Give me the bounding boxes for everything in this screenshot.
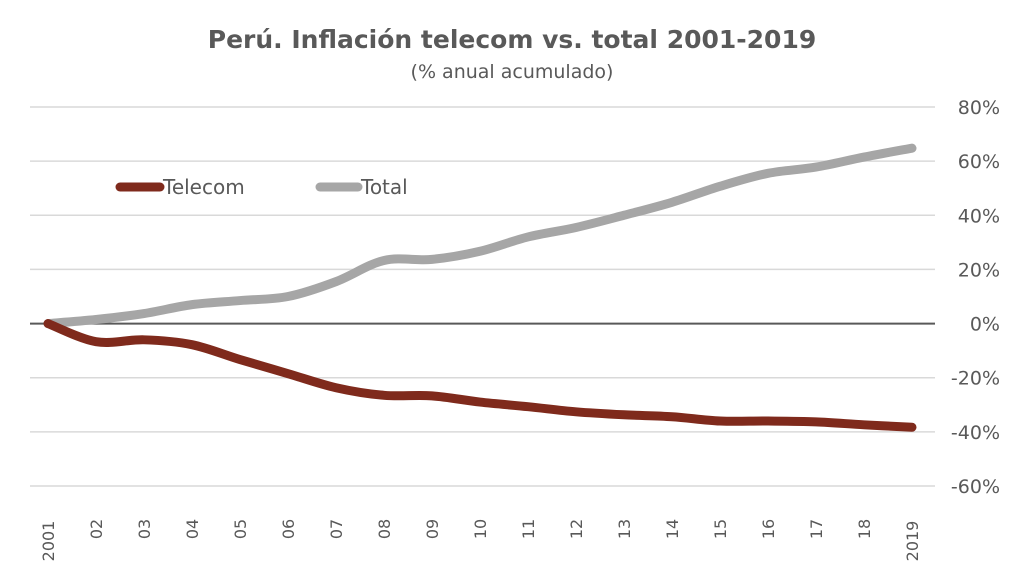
y-tick-label: 20% — [958, 259, 1000, 281]
x-tick-label: 11 — [519, 519, 538, 539]
legend-label-total: Total — [360, 175, 408, 199]
x-tick-label: 07 — [327, 519, 346, 539]
x-tick-label: 14 — [663, 519, 682, 539]
y-tick-label: 60% — [958, 151, 1000, 173]
y-tick-label: 40% — [958, 205, 1000, 227]
x-tick-label: 13 — [615, 519, 634, 539]
y-tick-label: 80% — [958, 97, 1000, 119]
x-axis: 2001 02 03 04 05 06 07 08 09 10 11 12 13 14 15 16 17 18 20… — [39, 519, 922, 562]
x-tick-label: 12 — [567, 519, 586, 539]
x-tick-label: 03 — [135, 519, 154, 539]
x-tick-label: 15 — [711, 519, 730, 539]
x-tick-label: 2019 — [903, 521, 922, 562]
y-tick-label: -20% — [951, 368, 1000, 390]
y-tick-label: -40% — [951, 422, 1000, 444]
y-tick-label: 0% — [970, 314, 1000, 336]
x-tick-label: 16 — [759, 519, 778, 539]
series-line-telecom — [43, 319, 917, 432]
chart-title: Perú. Inflación telecom vs. total 2001-2… — [208, 25, 816, 54]
x-tick-label: 09 — [423, 519, 442, 539]
gridlines — [30, 106, 935, 487]
x-tick-label: 04 — [183, 519, 202, 539]
y-tick-label: -60% — [951, 476, 1000, 498]
x-tick-label: 05 — [231, 519, 250, 539]
legend: Telecom Total — [115, 175, 408, 199]
legend-label-telecom: Telecom — [162, 175, 245, 199]
chart-subtitle: (% anual acumulado) — [411, 61, 614, 83]
y-axis: 80% 60% 40% 20% 0% -20% -40% -60% — [951, 97, 1000, 498]
x-tick-label: 2001 — [39, 521, 58, 562]
x-tick-label: 06 — [279, 519, 298, 539]
x-tick-label: 02 — [87, 519, 106, 539]
series-lines — [43, 143, 917, 432]
x-tick-label: 17 — [807, 519, 826, 539]
x-tick-label: 18 — [855, 519, 874, 539]
x-tick-label: 08 — [375, 519, 394, 539]
x-tick-label: 10 — [471, 519, 490, 539]
